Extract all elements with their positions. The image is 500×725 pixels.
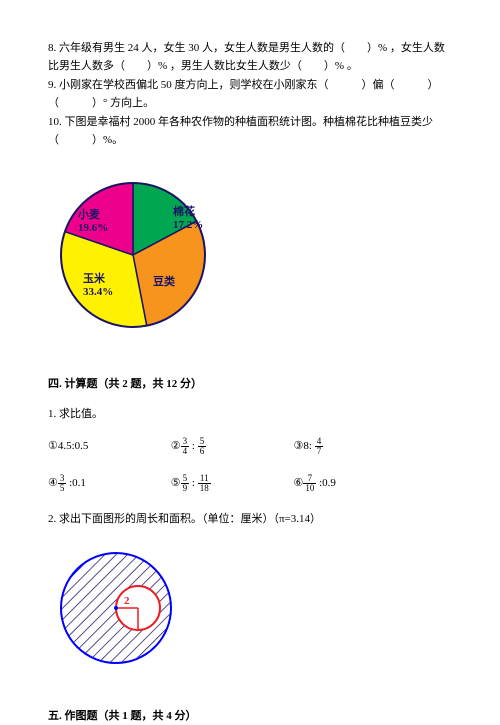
ratio-row-1: ①4.5:0.5 ②34 : 56 ③8: 47 — [48, 437, 452, 456]
geometry-figure: 2 — [48, 543, 452, 680]
svg-text:玉米: 玉米 — [83, 271, 106, 285]
ratio-item-3: ③8: 47 — [294, 437, 414, 456]
geom-svg: 2 — [48, 543, 188, 673]
svg-text:豆类: 豆类 — [153, 274, 176, 288]
svg-text:棉花: 棉花 — [173, 204, 195, 218]
q8-text: 8. 六年级有男生 24 人，女生 30 人，女生人数是男生人数的（ ）% ，女… — [48, 42, 445, 72]
q10-text-a: 10. 下图是幸福村 2000 年各种农作物的种植面积统计图。种植棉花比种植豆类… — [48, 116, 433, 146]
question-10: 10. 下图是幸福村 2000 年各种农作物的种植面积统计图。种植棉花比种植豆类… — [48, 114, 452, 149]
sec5-header-text: 五. 作图题（共 1 题，共 4 分） — [48, 710, 197, 722]
pie-svg: 棉花17.2% 豆类 玉米33.4% 小麦19.6% — [48, 170, 258, 340]
ratio-item-5: ⑤59 : 1118 — [171, 474, 291, 493]
svg-text:小麦: 小麦 — [77, 207, 101, 221]
svg-text:17.2%: 17.2% — [173, 219, 203, 231]
section-5-header: 五. 作图题（共 1 题，共 4 分） — [48, 708, 452, 725]
svg-text:33.4%: 33.4% — [83, 286, 113, 298]
ratio-item-2: ②34 : 56 — [171, 437, 291, 456]
section-4-header: 四. 计算题（共 2 题，共 12 分） — [48, 376, 452, 394]
ratio-item-6: ⑥710 :0.9 — [294, 474, 414, 493]
ratio-row-2: ④35 :0.1 ⑤59 : 1118 ⑥710 :0.9 — [48, 474, 452, 493]
sec4-sub2-text: 2. 求出下面图形的周长和面积。（单位：厘米）（π=3.14） — [48, 513, 321, 525]
ratio-item-1: ①4.5:0.5 — [48, 438, 168, 456]
sec4-sub2: 2. 求出下面图形的周长和面积。（单位：厘米）（π=3.14） — [48, 511, 452, 529]
svg-text:2: 2 — [124, 595, 130, 607]
sec4-sub1: 1. 求比值。 — [48, 406, 452, 424]
question-9: 9. 小刚家在学校西偏北 50 度方向上，则学校在小刚家东（ ）偏（ ）（ ）°… — [48, 77, 452, 112]
ratio-item-4: ④35 :0.1 — [48, 474, 168, 493]
question-8: 8. 六年级有男生 24 人，女生 30 人，女生人数是男生人数的（ ）% ，女… — [48, 40, 452, 75]
pie-chart: 棉花17.2% 豆类 玉米33.4% 小麦19.6% — [48, 170, 452, 347]
q9-text: 9. 小刚家在学校西偏北 50 度方向上，则学校在小刚家东（ ）偏（ ）（ ）°… — [48, 79, 439, 109]
sec4-header-text: 四. 计算题（共 2 题，共 12 分） — [48, 378, 202, 390]
sec4-sub1-text: 1. 求比值。 — [48, 408, 103, 420]
svg-text:19.6%: 19.6% — [78, 222, 108, 234]
